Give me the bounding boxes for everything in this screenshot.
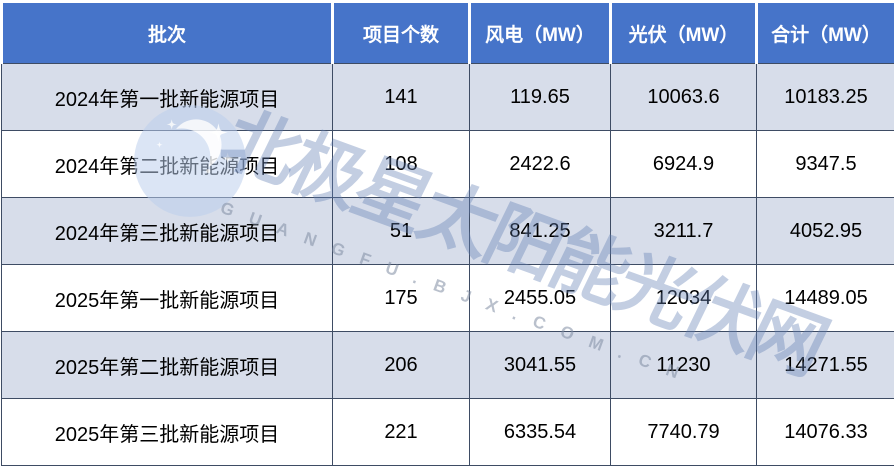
- batch-name-cell: 2024年第二批新能源项目: [2, 131, 333, 198]
- value-cell: 175: [333, 265, 470, 332]
- value-cell: 2422.6: [470, 131, 611, 198]
- value-cell: 141: [333, 64, 470, 131]
- header-row: 批次项目个数风电（MW）光伏（MW）合计（MW）: [2, 2, 894, 64]
- value-cell: 2455.05: [470, 265, 611, 332]
- value-cell: 10183.25: [757, 64, 894, 131]
- column-header: 风电（MW）: [470, 2, 611, 64]
- value-cell: 14271.55: [757, 332, 894, 399]
- column-header: 光伏（MW）: [611, 2, 757, 64]
- value-cell: 206: [333, 332, 470, 399]
- value-cell: 221: [333, 399, 470, 466]
- value-cell: 3211.7: [611, 198, 757, 265]
- batch-name-cell: 2024年第一批新能源项目: [2, 64, 333, 131]
- value-cell: 108: [333, 131, 470, 198]
- batch-name-cell: 2025年第三批新能源项目: [2, 399, 333, 466]
- value-cell: 7740.79: [611, 399, 757, 466]
- value-cell: 11230: [611, 332, 757, 399]
- value-cell: 6335.54: [470, 399, 611, 466]
- column-header: 批次: [2, 2, 333, 64]
- batch-name-cell: 2025年第二批新能源项目: [2, 332, 333, 399]
- column-header: 合计（MW）: [757, 2, 894, 64]
- value-cell: 14489.05: [757, 265, 894, 332]
- table-header: 批次项目个数风电（MW）光伏（MW）合计（MW）: [2, 2, 894, 64]
- value-cell: 841.25: [470, 198, 611, 265]
- value-cell: 14076.33: [757, 399, 894, 466]
- value-cell: 51: [333, 198, 470, 265]
- value-cell: 3041.55: [470, 332, 611, 399]
- value-cell: 119.65: [470, 64, 611, 131]
- value-cell: 10063.6: [611, 64, 757, 131]
- batch-name-cell: 2024年第三批新能源项目: [2, 198, 333, 265]
- batch-name-cell: 2025年第一批新能源项目: [2, 265, 333, 332]
- column-header: 项目个数: [333, 2, 470, 64]
- value-cell: 6924.9: [611, 131, 757, 198]
- value-cell: 12034: [611, 265, 757, 332]
- value-cell: 4052.95: [757, 198, 894, 265]
- value-cell: 9347.5: [757, 131, 894, 198]
